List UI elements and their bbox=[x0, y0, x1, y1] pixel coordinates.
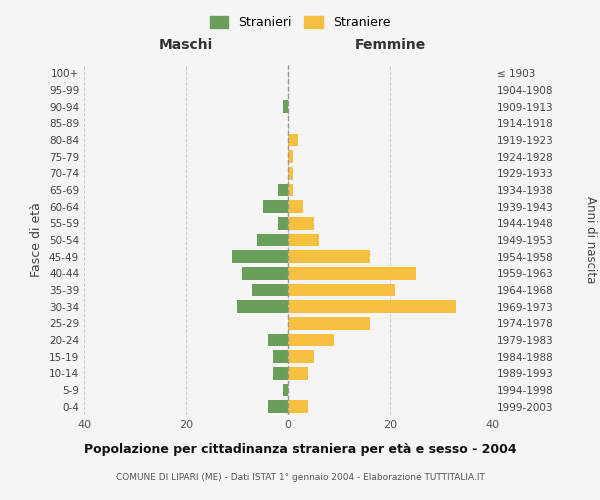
Bar bbox=[242, 267, 288, 280]
Legend: Stranieri, Straniere: Stranieri, Straniere bbox=[205, 11, 395, 34]
Bar bbox=[288, 167, 293, 179]
Y-axis label: Fasce di età: Fasce di età bbox=[31, 202, 43, 278]
Bar bbox=[278, 184, 288, 196]
Text: Anni di nascita: Anni di nascita bbox=[584, 196, 597, 284]
Bar bbox=[288, 134, 298, 146]
Bar bbox=[288, 334, 334, 346]
Bar bbox=[288, 400, 308, 413]
Text: Femmine: Femmine bbox=[355, 38, 425, 52]
Bar bbox=[268, 334, 288, 346]
Bar bbox=[268, 400, 288, 413]
Bar bbox=[288, 300, 457, 313]
Text: Maschi: Maschi bbox=[159, 38, 213, 52]
Bar bbox=[288, 250, 370, 263]
Bar bbox=[237, 300, 288, 313]
Text: Popolazione per cittadinanza straniera per età e sesso - 2004: Popolazione per cittadinanza straniera p… bbox=[83, 442, 517, 456]
Bar bbox=[288, 184, 293, 196]
Bar bbox=[288, 150, 293, 163]
Bar bbox=[288, 217, 314, 230]
Bar bbox=[288, 284, 395, 296]
Bar bbox=[253, 284, 288, 296]
Bar bbox=[288, 350, 314, 363]
Bar bbox=[283, 384, 288, 396]
Bar bbox=[232, 250, 288, 263]
Bar bbox=[288, 267, 416, 280]
Bar bbox=[273, 367, 288, 380]
Bar bbox=[288, 200, 304, 213]
Bar bbox=[257, 234, 288, 246]
Text: COMUNE DI LIPARI (ME) - Dati ISTAT 1° gennaio 2004 - Elaborazione TUTTITALIA.IT: COMUNE DI LIPARI (ME) - Dati ISTAT 1° ge… bbox=[116, 472, 484, 482]
Bar bbox=[288, 317, 370, 330]
Bar bbox=[263, 200, 288, 213]
Bar bbox=[288, 234, 319, 246]
Bar bbox=[273, 350, 288, 363]
Bar bbox=[283, 100, 288, 113]
Bar bbox=[288, 367, 308, 380]
Bar bbox=[278, 217, 288, 230]
